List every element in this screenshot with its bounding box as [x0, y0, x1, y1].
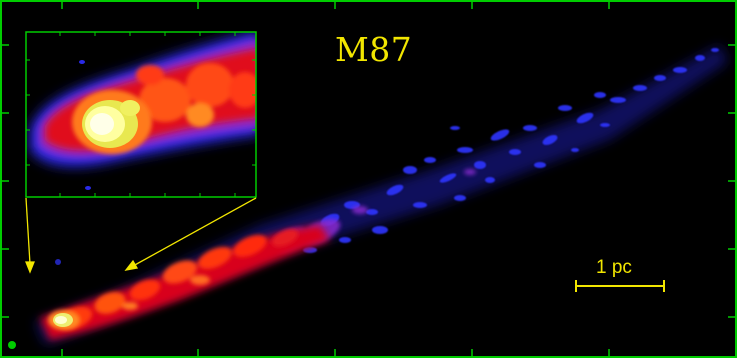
inset-frame	[25, 31, 257, 198]
jet-plume	[8, 45, 728, 349]
scale-bar	[575, 280, 665, 292]
inset-zoom-panel	[25, 31, 257, 198]
zoom-arrows	[25, 197, 257, 274]
green-speck	[8, 341, 16, 349]
object-title: M87	[335, 30, 413, 69]
scale-bar-label: 1 pc	[596, 257, 632, 278]
